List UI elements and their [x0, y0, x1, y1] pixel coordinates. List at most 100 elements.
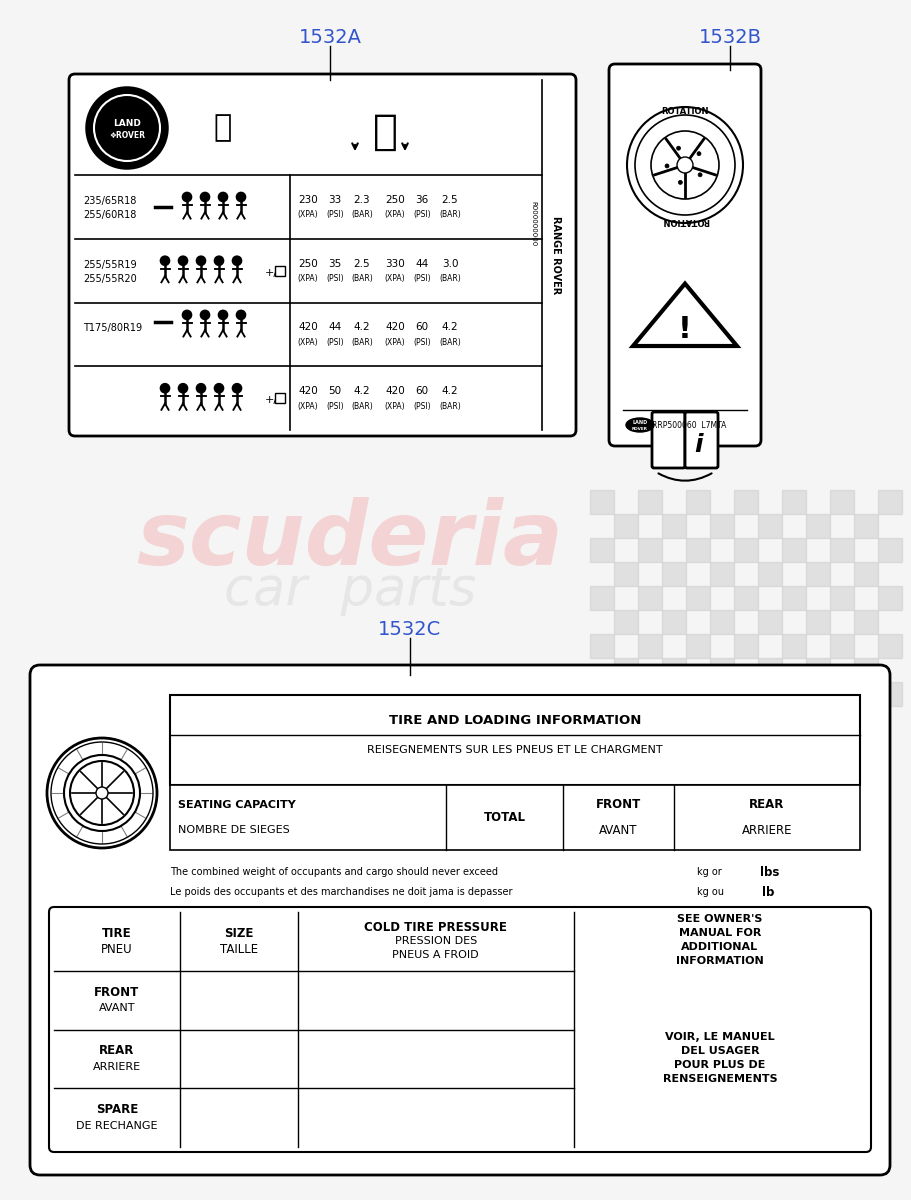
FancyBboxPatch shape — [609, 64, 760, 446]
Text: 3.0: 3.0 — [441, 259, 457, 269]
Text: AVANT: AVANT — [98, 1003, 135, 1013]
Bar — [877, 490, 901, 514]
Bar — [853, 562, 877, 586]
Bar — [661, 514, 685, 538]
Text: 420: 420 — [384, 323, 404, 332]
Text: (PSI): (PSI) — [326, 338, 343, 347]
Bar — [877, 538, 901, 562]
Text: (XPA): (XPA) — [297, 274, 318, 283]
Text: 420: 420 — [298, 386, 318, 396]
Text: PRESSION DES: PRESSION DES — [394, 936, 476, 947]
Text: ROTATION: ROTATION — [660, 216, 708, 224]
Circle shape — [87, 88, 167, 168]
Text: 44: 44 — [415, 259, 428, 269]
FancyBboxPatch shape — [30, 665, 889, 1175]
Text: (XPA): (XPA) — [384, 402, 404, 410]
Bar — [805, 514, 829, 538]
Text: FRONT: FRONT — [94, 985, 139, 998]
Text: (XPA): (XPA) — [297, 210, 318, 220]
Circle shape — [650, 131, 718, 199]
Circle shape — [634, 115, 734, 215]
Circle shape — [697, 173, 701, 176]
Text: (BAR): (BAR) — [438, 274, 460, 283]
Bar — [805, 658, 829, 682]
Bar — [589, 490, 613, 514]
Bar — [781, 682, 805, 706]
Text: car  parts: car parts — [223, 564, 476, 616]
Text: R000000000: R000000000 — [529, 202, 536, 247]
Bar — [661, 610, 685, 634]
Text: NOMBRE DE SIEGES: NOMBRE DE SIEGES — [178, 826, 290, 835]
Bar — [829, 490, 853, 514]
Bar — [589, 634, 613, 658]
Text: AVANT: AVANT — [599, 823, 637, 836]
Text: ROTATION: ROTATION — [660, 107, 708, 115]
Bar — [757, 514, 781, 538]
Text: TIRE AND LOADING INFORMATION: TIRE AND LOADING INFORMATION — [388, 714, 640, 726]
Bar — [661, 562, 685, 586]
Text: 330: 330 — [384, 259, 404, 269]
Circle shape — [627, 107, 742, 223]
Text: Le poids des occupants et des marchandises ne doit jama is depasser: Le poids des occupants et des marchandis… — [169, 887, 512, 898]
Text: 1532B: 1532B — [698, 28, 761, 47]
Bar — [169, 785, 859, 850]
Circle shape — [232, 257, 241, 265]
Text: i: i — [694, 433, 702, 457]
Circle shape — [676, 146, 680, 150]
Text: FRONT: FRONT — [595, 798, 640, 811]
Text: VOIR, LE MANUEL: VOIR, LE MANUEL — [664, 1032, 773, 1042]
Bar — [757, 658, 781, 682]
Text: SPARE: SPARE — [96, 1103, 138, 1116]
Bar — [877, 586, 901, 610]
Text: INFORMATION: INFORMATION — [675, 956, 763, 966]
Circle shape — [200, 311, 210, 319]
Text: MANUAL FOR: MANUAL FOR — [678, 929, 760, 938]
Text: 420: 420 — [384, 386, 404, 396]
Bar — [169, 695, 859, 785]
Text: RANGE ROVER: RANGE ROVER — [550, 216, 560, 294]
Circle shape — [678, 180, 681, 185]
Bar — [853, 610, 877, 634]
Text: lbs: lbs — [759, 865, 779, 878]
Text: POUR PLUS DE: POUR PLUS DE — [673, 1060, 764, 1070]
Text: (BAR): (BAR) — [438, 338, 460, 347]
Text: RENSEIGNEMENTS: RENSEIGNEMENTS — [661, 1074, 776, 1084]
Text: (BAR): (BAR) — [351, 402, 373, 410]
Bar — [710, 610, 733, 634]
Text: ADDITIONAL: ADDITIONAL — [681, 942, 758, 953]
Text: 🚗: 🚗 — [372, 110, 397, 152]
Text: 420: 420 — [298, 323, 318, 332]
Circle shape — [236, 311, 245, 319]
Text: (PSI): (PSI) — [413, 274, 430, 283]
Text: 4.2: 4.2 — [353, 386, 370, 396]
Bar — [829, 586, 853, 610]
Circle shape — [232, 384, 241, 392]
Circle shape — [219, 311, 227, 319]
Circle shape — [196, 384, 205, 392]
Text: LAND: LAND — [631, 420, 647, 425]
Circle shape — [160, 257, 169, 265]
Text: ARRIERE: ARRIERE — [741, 823, 792, 836]
Bar — [877, 634, 901, 658]
Text: SEATING CAPACITY: SEATING CAPACITY — [178, 800, 295, 810]
Bar — [829, 634, 853, 658]
Text: +/: +/ — [264, 268, 277, 277]
Circle shape — [182, 192, 191, 202]
Bar — [781, 586, 805, 610]
Bar — [685, 634, 710, 658]
Text: 33: 33 — [328, 194, 342, 205]
Text: 36: 36 — [415, 194, 428, 205]
Text: 📖: 📖 — [214, 114, 232, 143]
Bar — [781, 538, 805, 562]
Text: (BAR): (BAR) — [438, 210, 460, 220]
Bar — [638, 586, 661, 610]
Text: SEE OWNER'S: SEE OWNER'S — [676, 914, 762, 924]
Bar — [733, 586, 757, 610]
Text: PNEU: PNEU — [101, 943, 133, 956]
Bar — [853, 514, 877, 538]
Text: ARRIERE: ARRIERE — [93, 1062, 141, 1072]
Text: 255/55R20: 255/55R20 — [83, 274, 137, 283]
Circle shape — [182, 311, 191, 319]
Text: 230: 230 — [298, 194, 318, 205]
Text: lb: lb — [762, 886, 773, 899]
